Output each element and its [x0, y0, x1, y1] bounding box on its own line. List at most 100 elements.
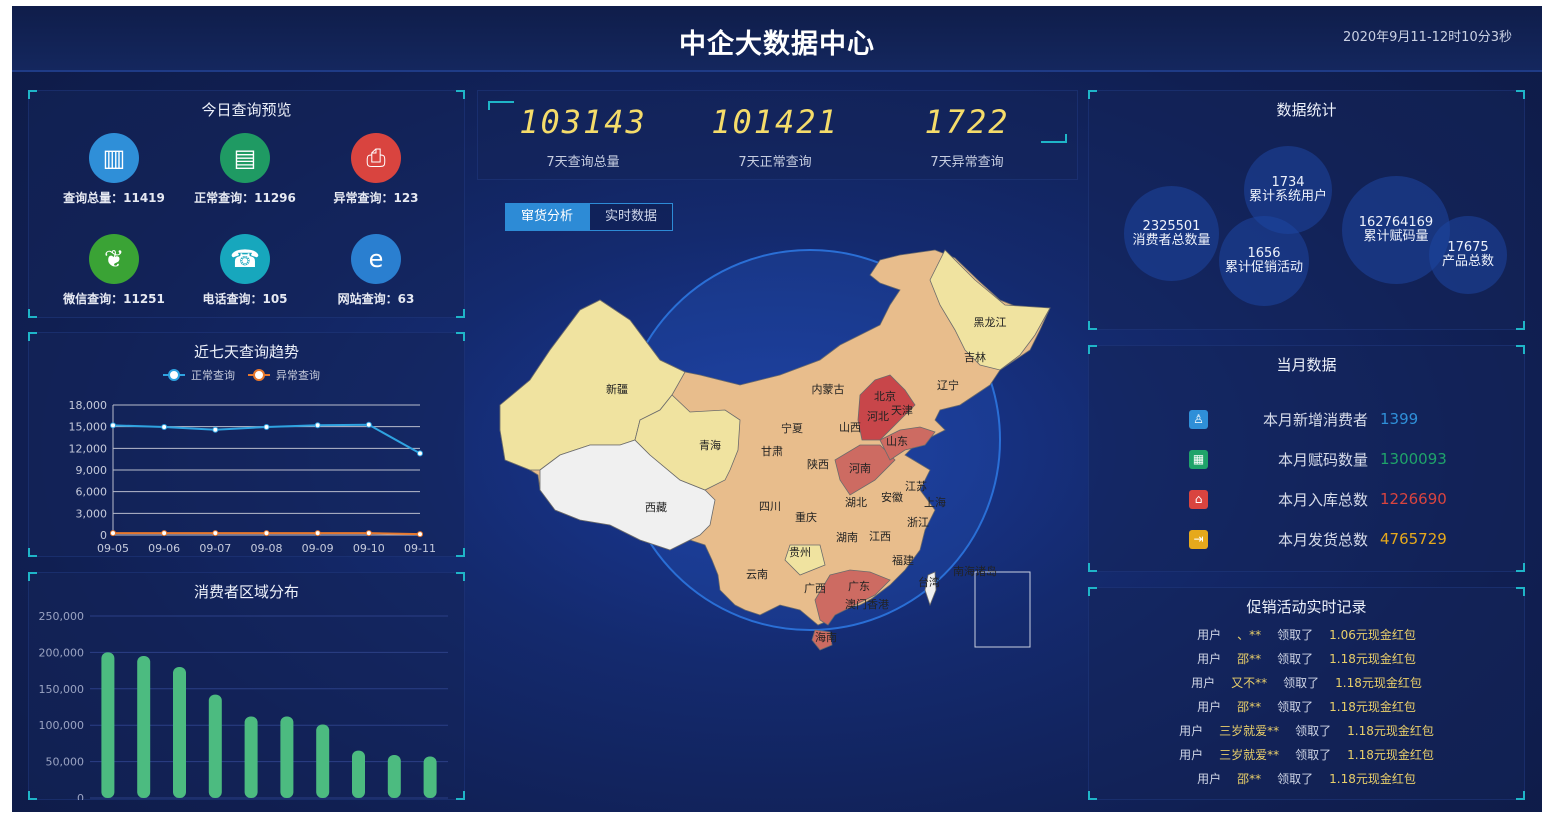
seven-day-stats: 103143 7天查询总量 101421 7天正常查询 1722 7天异常查询	[477, 90, 1078, 180]
bar	[173, 666, 186, 798]
promo-amount: 1.18元现金红包	[1329, 772, 1416, 786]
map-region-guangdong[interactable]	[814, 569, 891, 626]
data-stats-panel: 数据统计 2325501 消费者总数量 1734 累计系统用户 1656 累计促销活动 16…	[1088, 90, 1525, 330]
legend-label[interactable]: 异常查询	[276, 368, 320, 382]
promo-act: 领取了	[1277, 628, 1314, 642]
x-tick-label: 09-07	[199, 542, 231, 555]
map-region-shandong[interactable]	[879, 426, 936, 461]
ie-browser-icon: e	[351, 234, 401, 284]
map-region-taiwan[interactable]	[924, 571, 937, 607]
y-tick-label: 250,000	[39, 610, 85, 623]
query-stat-label: 正常查询：11296	[194, 191, 296, 205]
data-point	[365, 530, 372, 537]
legend-label[interactable]: 正常查询	[191, 368, 235, 382]
y-tick-label: 18,000	[69, 399, 108, 412]
map-region-label: 河北	[867, 410, 889, 423]
bubble-label: 累计赋码量	[1363, 229, 1429, 244]
map-region-henan[interactable]	[834, 444, 896, 496]
panel-title: 今日查询预览	[201, 101, 292, 119]
alert-document-icon: ⎙	[351, 133, 401, 183]
tab-0[interactable]: 窜货分析	[505, 203, 589, 231]
panel-title: 消费者区域分布	[193, 583, 299, 601]
data-point	[263, 530, 270, 537]
data-point	[314, 422, 321, 429]
x-tick-label: 09-11	[404, 542, 436, 555]
promo-record: 用户 、** 领取了 1.06元现金红包	[1089, 626, 1524, 643]
bar	[280, 716, 294, 798]
header: 中企大数据中心 2020年9月11-12时10分3秒	[12, 6, 1542, 72]
map-region-xizang[interactable]	[539, 439, 716, 551]
map-region-guizhou[interactable]	[784, 544, 826, 576]
tab-1[interactable]: 实时数据	[589, 203, 673, 231]
qr-code-icon: ▦	[1189, 449, 1208, 469]
promo-u: 用户	[1197, 628, 1222, 642]
bubble-label: 消费者总数量	[1132, 232, 1211, 248]
y-tick-label: 100,000	[39, 719, 85, 732]
panel-title: 数据统计	[1276, 101, 1337, 119]
promo-act: 领取了	[1283, 676, 1320, 690]
map-region-label: 甘肃	[761, 445, 783, 458]
map-region-hebei[interactable]	[857, 374, 916, 441]
trend-panel: 近七天查询趋势	[28, 332, 465, 557]
query-stat-label: 网站查询：63	[337, 292, 415, 306]
y-tick-label: 6,000	[76, 486, 108, 499]
y-tick-label: 15,000	[69, 421, 108, 434]
query-stat-item: e 网站查询：63	[306, 234, 446, 307]
y-tick-label: 150,000	[39, 683, 85, 696]
map-region-label: 广西	[804, 582, 826, 595]
data-point	[212, 530, 219, 537]
map-region-label: 西藏	[645, 501, 667, 514]
monthly-label: 本月入库总数	[1277, 490, 1368, 509]
map-region-label: 云南	[746, 568, 768, 581]
shipment-icon: ⇥	[1189, 529, 1208, 549]
x-tick-label: 09-09	[302, 542, 334, 555]
stat-item: 1722 7天异常查询	[872, 103, 1062, 170]
legend-marker	[168, 369, 180, 381]
map-region-label: 浙江	[907, 516, 929, 529]
y-tick-label: 0	[77, 792, 84, 800]
bubble-label: 累计促销活动	[1224, 260, 1303, 275]
data-point	[161, 530, 168, 537]
query-stat-item: ❦ 微信查询：11251	[44, 234, 184, 307]
y-tick-label: 9,000	[76, 464, 108, 477]
promo-amount: 1.18元现金红包	[1347, 724, 1434, 738]
bar	[352, 750, 365, 798]
bubble-value: 162764169	[1358, 215, 1434, 230]
map-region-label: 陕西	[807, 457, 829, 471]
stat-item: 103143 7天查询总量	[488, 103, 678, 170]
query-stat-label: 查询总量：11419	[63, 191, 165, 205]
datetime: 2020年9月11-12时10分3秒	[1343, 30, 1512, 45]
promo-record: 用户 邵** 领取了 1.18元现金红包	[1089, 698, 1524, 715]
x-tick-label: 09-06	[148, 542, 180, 555]
promo-name: 、**	[1237, 628, 1262, 642]
map-region-qinghai[interactable]	[634, 394, 741, 491]
map-region-label: 江西	[869, 530, 891, 543]
x-tick-label: 09-05	[97, 542, 129, 555]
promo-u: 用户	[1197, 772, 1222, 786]
cash-register-icon: ▤	[220, 133, 270, 183]
bar	[101, 652, 115, 798]
promo-u: 用户	[1179, 724, 1204, 738]
bar	[137, 656, 151, 798]
data-point	[110, 422, 116, 429]
warehouse-in-icon: ⌂	[1189, 489, 1208, 509]
stat-label: 7天正常查询	[738, 155, 812, 170]
stat-bubble: 17675 产品总数	[1429, 216, 1507, 294]
map-region-label: 安徽	[881, 490, 903, 504]
map-region-northeast[interactable]	[929, 249, 1051, 371]
promo-name: 三岁就爱**	[1219, 724, 1280, 738]
stat-item: 101421 7天正常查询	[680, 103, 870, 170]
bubble-value: 2325501	[1142, 218, 1201, 234]
user-icon: ♙	[1189, 409, 1208, 429]
query-stat-item: ☎ 电话查询：105	[175, 234, 315, 307]
monthly-row: ▦ 本月赋码数量 1300093	[1189, 448, 1447, 470]
promo-amount: 1.18元现金红包	[1329, 652, 1416, 666]
bar	[208, 694, 222, 798]
y-tick-label: 12,000	[69, 442, 108, 455]
bubble-label: 累计系统用户	[1248, 189, 1327, 204]
map-region-label: 澳门香港	[845, 597, 889, 611]
promo-amount: 1.18元现金红包	[1347, 748, 1434, 762]
map-region-hainan[interactable]	[811, 629, 833, 651]
map-region-label: 内蒙古	[812, 382, 845, 396]
